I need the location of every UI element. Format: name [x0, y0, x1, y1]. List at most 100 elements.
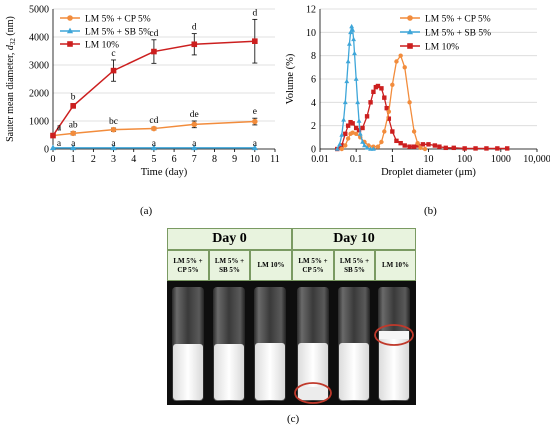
- significance-letter: a: [111, 139, 116, 149]
- y-tick-label: 4: [311, 98, 316, 109]
- data-point: [384, 105, 389, 111]
- data-point: [356, 128, 362, 133]
- data-point: [110, 126, 117, 133]
- chart-b: 0 2 4 6 8 10 12 0.01 0.1 1 10 100 1000 10,000 Droplet …: [285, 5, 550, 179]
- data-point: [67, 15, 73, 21]
- significance-letter: a: [57, 123, 62, 133]
- x-axis-title: Droplet diameter (μm): [381, 167, 476, 178]
- data-point: [390, 82, 395, 88]
- data-point: [351, 36, 357, 42]
- data-point: [379, 86, 384, 91]
- data-point: [371, 89, 376, 95]
- y-axis-title: Sauter mean diameter, d32 (nm): [5, 16, 17, 142]
- y-tick-label: 2000: [29, 89, 49, 100]
- data-point: [382, 95, 387, 100]
- data-point: [342, 99, 348, 105]
- significance-letter: a: [71, 139, 76, 149]
- data-point: [67, 41, 73, 47]
- data-point: [394, 138, 399, 144]
- data-point: [462, 146, 467, 151]
- column-label: LM 5% + CP 5%: [292, 250, 334, 281]
- data-point: [252, 38, 258, 44]
- significance-letter: de: [190, 110, 199, 120]
- data-point: [337, 141, 343, 147]
- data-point: [443, 145, 448, 151]
- significance-letter: ab: [69, 121, 78, 131]
- x-tick-label: 10: [424, 154, 434, 165]
- column-label: LM 10%: [250, 250, 292, 281]
- data-point: [334, 146, 340, 151]
- data-point: [352, 50, 357, 56]
- significance-letter: e: [253, 107, 257, 117]
- vial: [378, 287, 410, 401]
- y-tick-label: 10: [306, 28, 316, 39]
- day10-header: Day 10: [292, 228, 416, 250]
- series-1: [334, 23, 376, 151]
- data-point: [394, 59, 399, 64]
- data-point: [346, 41, 352, 46]
- data-point: [426, 142, 431, 147]
- y-tick-label: 1000: [29, 117, 49, 128]
- data-point: [484, 146, 489, 151]
- data-point: [353, 125, 359, 131]
- y-tick-label: 8: [311, 51, 316, 62]
- y-tick-label: 3000: [29, 61, 49, 72]
- data-point: [341, 117, 347, 122]
- x-tick-label: 9: [232, 154, 237, 165]
- data-point: [360, 125, 365, 131]
- x-tick-label: 0.01: [311, 154, 329, 165]
- y-axis-title: Volume (%): [285, 53, 296, 104]
- data-point: [356, 118, 362, 123]
- data-point: [345, 136, 351, 141]
- x-tick-label: 1: [390, 154, 395, 165]
- series-0: a ab bc cd de e: [50, 107, 258, 139]
- data-point: [398, 140, 403, 146]
- y-tick-label: 0: [44, 145, 49, 156]
- vial: [297, 287, 329, 401]
- x-axis-title: Time (day): [141, 167, 188, 178]
- vial-drawing: [172, 287, 414, 404]
- legend-label: LM 5% + SB 5%: [85, 28, 151, 38]
- data-point: [345, 123, 351, 128]
- series-line: [336, 26, 374, 150]
- significance-letter: a: [253, 139, 258, 149]
- y-tick-label: 12: [306, 5, 316, 16]
- x-tick-label: 4: [131, 154, 136, 165]
- data-point: [362, 142, 367, 148]
- y-tick-label: 5000: [29, 5, 49, 16]
- x-tick-label: 1000: [491, 154, 511, 165]
- vial-photo-panel: Day 0 Day 10 LM 5% + CP 5% LM 5% + SB 5%…: [167, 228, 416, 405]
- data-point: [437, 144, 442, 149]
- data-point: [411, 129, 417, 134]
- data-point: [350, 27, 356, 32]
- data-point: [151, 125, 157, 132]
- x-tick-label: 100: [457, 154, 472, 165]
- data-point: [386, 109, 392, 114]
- x-tick-label: 11: [270, 154, 280, 165]
- data-point: [353, 76, 359, 81]
- panel-label-a: (a): [140, 205, 153, 217]
- significance-letter: d: [192, 23, 197, 33]
- data-point: [407, 43, 413, 49]
- x-tick-label: 2: [91, 154, 96, 165]
- data-point: [422, 146, 428, 152]
- data-point: [252, 118, 258, 125]
- chart-a: 0 1000 2000 3000 4000 5000 0 1 2 3 4 5 6 7 8 9 10 11 Time …: [5, 5, 280, 179]
- data-point: [368, 100, 373, 105]
- data-point: [191, 144, 198, 151]
- data-point: [415, 143, 420, 148]
- significance-letter: bc: [109, 117, 118, 127]
- significance-letter: cd: [149, 29, 158, 39]
- x-tick-label: 6: [172, 154, 177, 165]
- data-point: [390, 129, 395, 134]
- data-point: [407, 100, 412, 105]
- panel-label-b: (b): [424, 205, 437, 217]
- data-point: [406, 28, 414, 35]
- data-point: [350, 130, 355, 135]
- x-tick-label: 7: [192, 154, 197, 165]
- significance-letter: c: [111, 49, 115, 59]
- data-point: [451, 145, 456, 151]
- data-point: [402, 143, 407, 148]
- x-tick-label: 5: [151, 154, 156, 165]
